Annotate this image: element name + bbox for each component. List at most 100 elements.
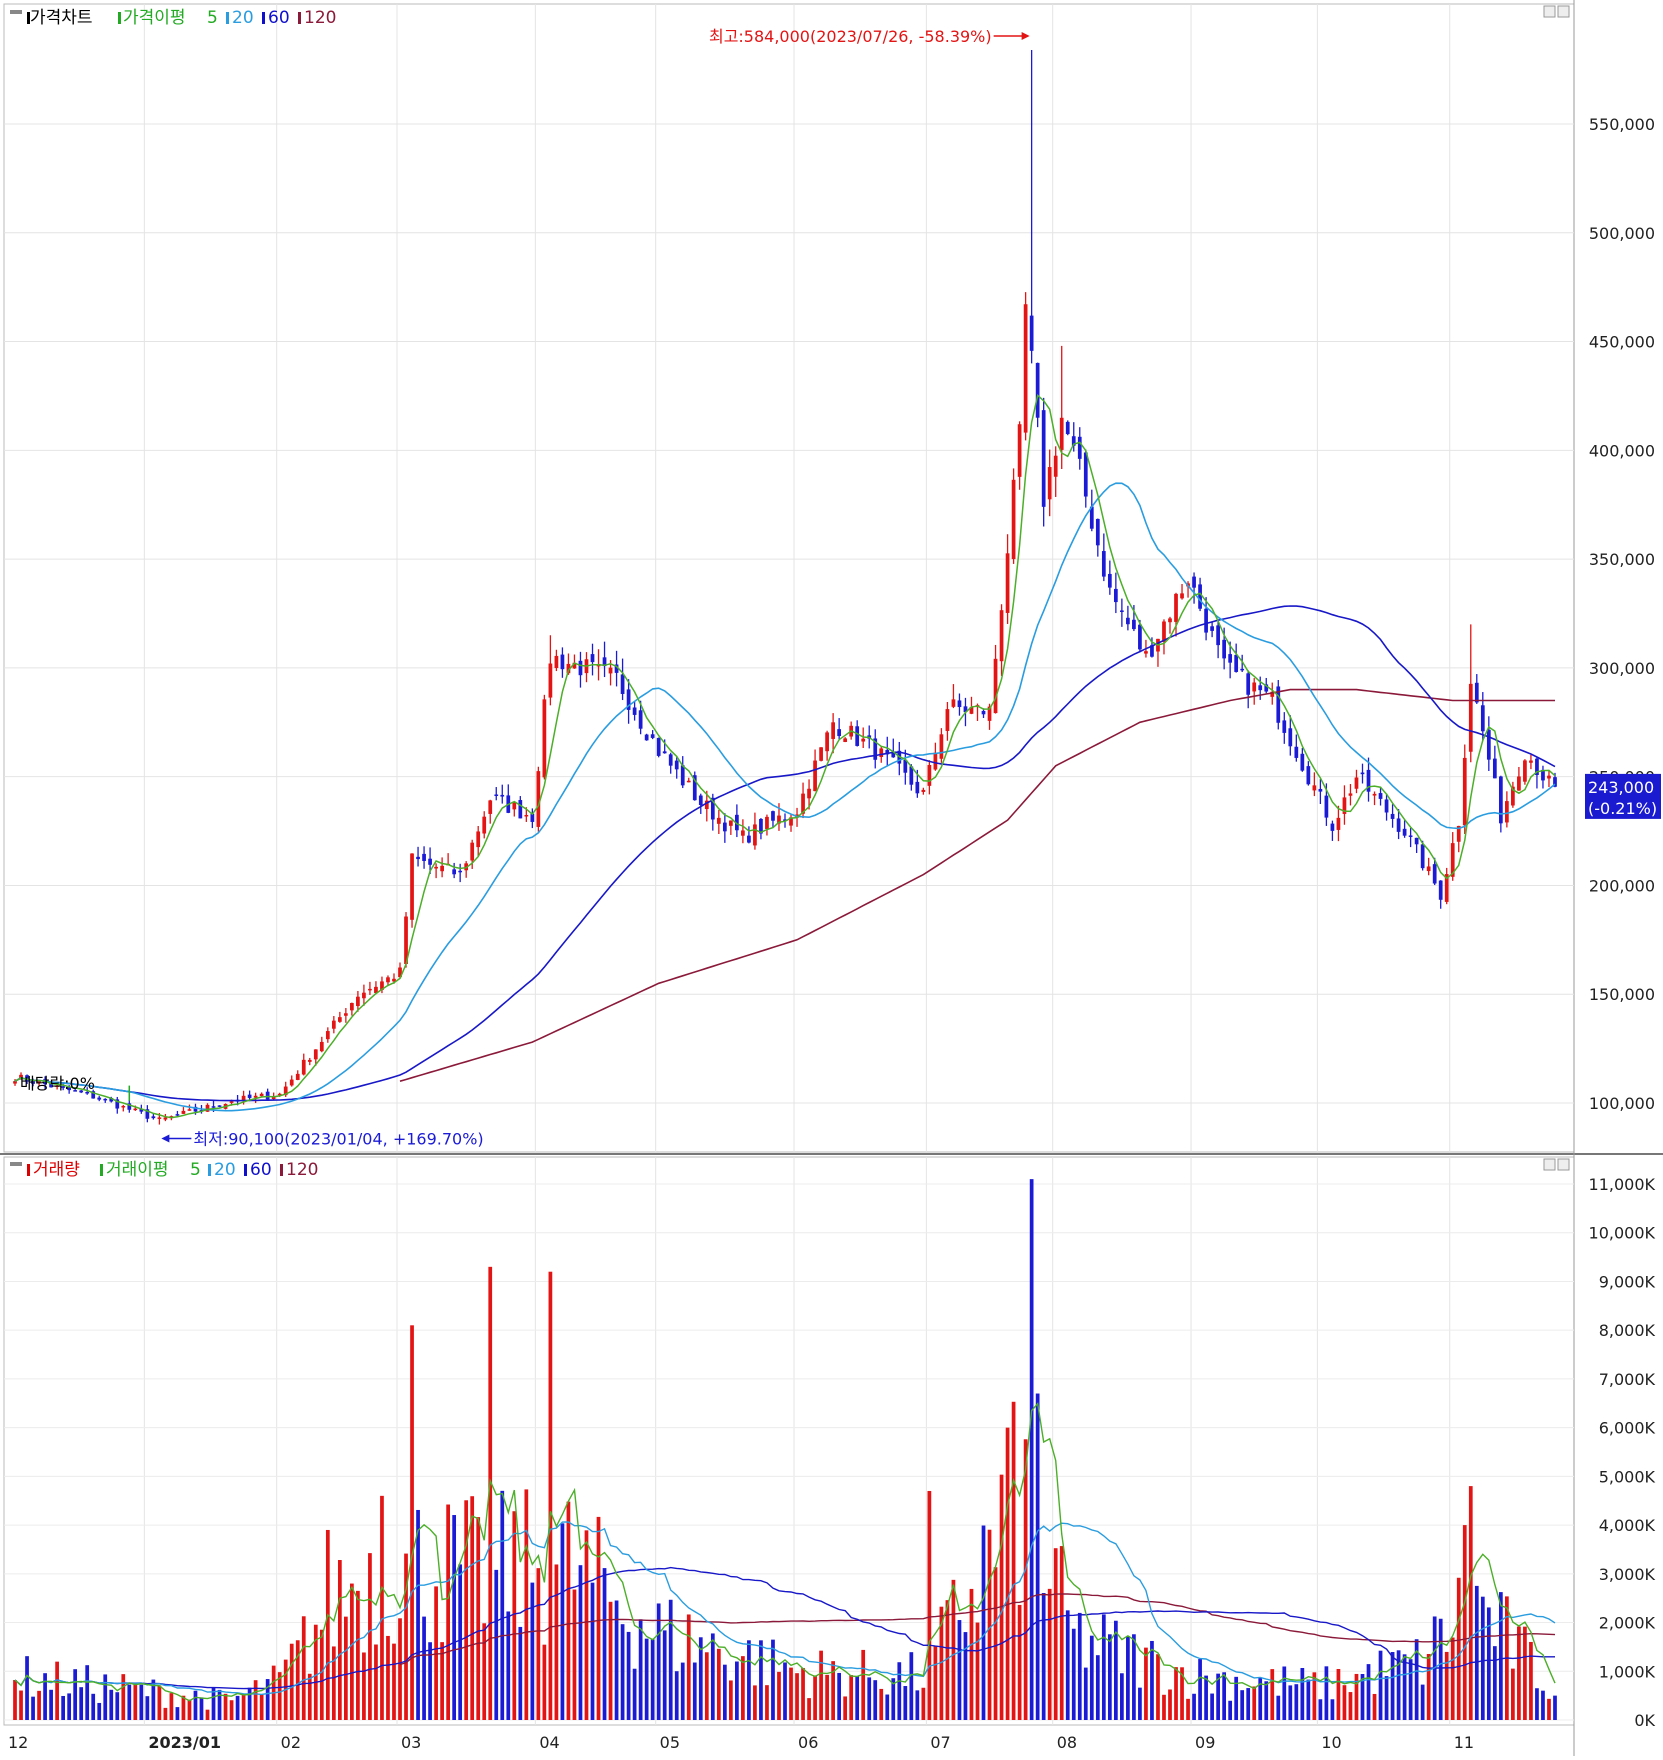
volume-bar [1162, 1694, 1166, 1720]
vol-ma60-line [14, 1566, 1555, 1690]
candle-body [1408, 835, 1413, 837]
volume-bar [331, 1646, 336, 1720]
volume-panel[interactable] [3, 1156, 1575, 1726]
vol-ma5-line [14, 1402, 1556, 1702]
candle-body [127, 1103, 132, 1110]
candle-body [741, 830, 745, 836]
volume-bar [1324, 1666, 1329, 1720]
volume-bar [1120, 1673, 1124, 1720]
volume-bar [1511, 1668, 1515, 1720]
candle-body [259, 1093, 264, 1097]
month-tick-label: 12 [8, 1733, 28, 1752]
candle-body [855, 726, 860, 746]
candle-body [1210, 626, 1214, 631]
volume-bar [1156, 1654, 1160, 1720]
volume-bar [819, 1650, 823, 1720]
candle-body [368, 988, 372, 991]
candle-body [1065, 421, 1070, 435]
price-tick-label: 450,000 [1589, 333, 1655, 352]
candle-body [813, 760, 817, 792]
candle-body [554, 655, 559, 669]
volume-bar [1222, 1672, 1227, 1720]
volume-bar [1420, 1684, 1425, 1720]
volume-bar [61, 1695, 65, 1720]
volume-minimize-icon[interactable] [1543, 1158, 1556, 1171]
volume-bar [1354, 1673, 1359, 1720]
month-tick-label: 08 [1057, 1733, 1077, 1752]
candle-body [103, 1098, 108, 1101]
candle-body [1366, 769, 1371, 792]
candle-body [1270, 691, 1275, 697]
volume-bar [957, 1620, 962, 1720]
volume-bar [783, 1662, 787, 1720]
volume-bar [1438, 1618, 1443, 1720]
candle-body [319, 1041, 324, 1052]
volume-bar [259, 1694, 264, 1720]
volume-bar [1144, 1647, 1148, 1720]
volume-bar [626, 1631, 631, 1720]
volume-bar [1240, 1690, 1245, 1720]
candle-body [337, 1017, 342, 1022]
volume-bar [1041, 1593, 1046, 1720]
candle-body [331, 1020, 336, 1029]
candle-body [476, 831, 481, 848]
volume-menu-icon[interactable] [10, 1162, 22, 1166]
candle-body [879, 748, 884, 757]
volume-bar [241, 1694, 246, 1720]
volume-bar [43, 1673, 47, 1720]
volume-bar [789, 1667, 793, 1720]
ma120-line [399, 688, 1555, 1082]
volume-bar [416, 1509, 420, 1720]
price-legend-1: 가격이평 [123, 8, 186, 28]
volume-bar [572, 1589, 577, 1720]
candle-body [680, 765, 685, 786]
volume-tick-label: 11,000K [1589, 1175, 1656, 1194]
volume-tick-label: 9,000K [1599, 1272, 1656, 1291]
candle-body [217, 1105, 222, 1107]
candle-body [843, 738, 848, 742]
candle-body [1120, 610, 1124, 612]
candle-body [1216, 625, 1220, 646]
candle-body [1222, 639, 1227, 659]
volume-bar [1456, 1577, 1461, 1720]
candle-body [295, 1073, 300, 1080]
candle-body [783, 819, 787, 821]
volume-bar [1384, 1676, 1389, 1720]
volume-bar [1300, 1668, 1305, 1720]
volume-bar [879, 1688, 884, 1720]
volume-axis: 0K 1,000K 2,000K 3,000K 4,000K 5,000K 6,000K 7,… [1589, 1175, 1656, 1730]
volume-bar [187, 1699, 192, 1720]
volume-close-icon[interactable] [1557, 1158, 1570, 1171]
volume-bar [506, 1611, 511, 1720]
candle-body [1420, 844, 1425, 869]
volume-bar [722, 1664, 727, 1720]
volume-bar [103, 1674, 108, 1720]
volume-bar [1444, 1651, 1449, 1720]
candle-body [1023, 304, 1028, 433]
volume-bar [1486, 1607, 1491, 1720]
price-close-icon[interactable] [1557, 5, 1570, 18]
candle-body [728, 820, 733, 826]
volume-bar [843, 1696, 848, 1720]
volume-bar [1168, 1689, 1172, 1720]
candle-body [837, 729, 842, 737]
candle-body [1312, 785, 1317, 791]
candle-body [626, 689, 631, 710]
volume-bar [698, 1637, 703, 1720]
candle-body [1258, 685, 1263, 691]
month-tick-label: 04 [539, 1733, 559, 1752]
volume-bar [1450, 1637, 1455, 1720]
panel-menu-icon[interactable] [10, 10, 22, 14]
volume-legend-1: 거래이평 [106, 1160, 169, 1180]
volume-legend-4-swatch [244, 1164, 247, 1176]
volume-bar [1113, 1620, 1118, 1720]
candle-body [283, 1086, 288, 1096]
price-legend-4: 60 [268, 8, 290, 28]
price-minimize-icon[interactable] [1543, 5, 1556, 18]
price-panel[interactable] [3, 3, 1575, 1153]
price-tick-label: 150,000 [1589, 985, 1655, 1004]
candle-body [1144, 651, 1148, 654]
volume-bar [939, 1606, 944, 1720]
vol-ma20-line [14, 1521, 1556, 1696]
volume-bar [735, 1661, 739, 1720]
